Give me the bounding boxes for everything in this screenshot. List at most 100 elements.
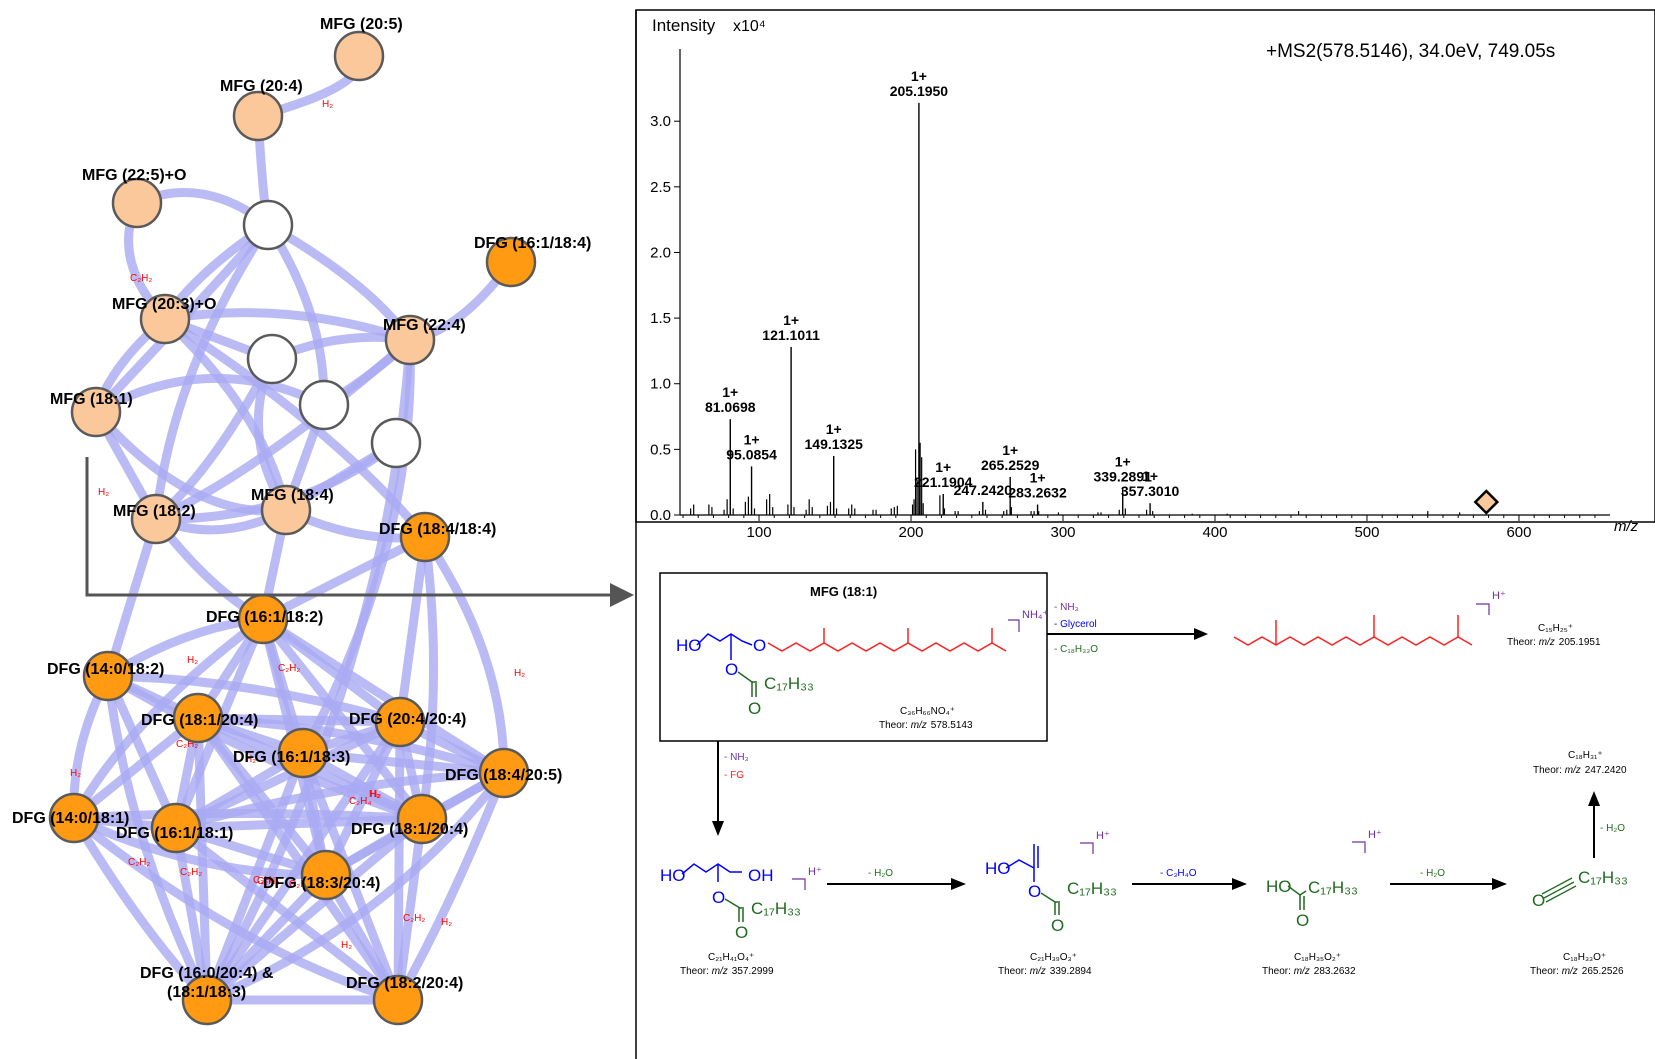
- arrow-265-247-head: [1588, 791, 1600, 806]
- ion265-theor-mz: m/z: [1562, 966, 1578, 977]
- ion205-theor: Theor: m/z 205.1951: [1507, 637, 1601, 648]
- ion265-theor: Theor: m/z 265.2526: [1530, 966, 1624, 977]
- network-node: [260, 484, 312, 536]
- edge-label: H₂: [322, 99, 333, 110]
- edge-label: H₂: [98, 487, 109, 498]
- peak-mz-label: 221.1904: [914, 474, 973, 490]
- ion339-ho: HO: [985, 859, 1011, 878]
- network-node: [372, 974, 424, 1026]
- ion357-bracket: [792, 878, 806, 890]
- network-node: [232, 90, 284, 142]
- precursor-marker: [1473, 489, 1500, 515]
- network-edge-labels: H₂C₂H₂H₂H₂C₂H₂C₂H₂H₂C₂H₄H₂H₂C₂H₂C₂H₂C₂H₂…: [70, 99, 525, 951]
- network-node-label: MFG (20:4): [220, 78, 303, 95]
- arrow-down-head: [712, 821, 724, 836]
- edge-label: H₂: [341, 940, 352, 951]
- loss-h2o-c: - H₂O: [1600, 823, 1625, 834]
- edge-label: H₂: [369, 789, 380, 800]
- ion265-triple-3: [1545, 885, 1577, 903]
- loss-nh3-a: - NH₃: [1054, 602, 1079, 613]
- network-edge: [71, 814, 400, 1005]
- ion357-theor-prefix: Theor:: [680, 966, 712, 977]
- network-node-label: DFG (18:1/20:4): [351, 821, 468, 838]
- edge-label: C₂H₂: [130, 273, 152, 284]
- precursor-name: MFG (18:1): [810, 584, 877, 599]
- y-tick-label: 0.5: [650, 441, 671, 458]
- precursor-formula: C₃₆H₆₆NO₄⁺: [900, 706, 955, 717]
- ion205-bracket: [1476, 603, 1490, 615]
- network-node: [298, 379, 350, 431]
- ion339-ester: [1040, 892, 1060, 903]
- arrow-to-205-head: [1194, 628, 1208, 640]
- peak-charge-label: 1+: [722, 384, 738, 400]
- ion339-charge: H⁺: [1096, 830, 1110, 842]
- y-tick-label: 0.0: [650, 507, 671, 524]
- ion339-acyl: C₁₇H₃₃: [1067, 879, 1117, 898]
- arrow-357-339-head: [951, 878, 966, 890]
- ion247-theor: Theor: m/z 247.2420: [1533, 765, 1627, 776]
- network-node-label: MFG (20:3)+O: [112, 296, 216, 313]
- network-edge: [205, 770, 508, 1005]
- ion339-o: O: [1028, 882, 1041, 901]
- spectrum-peak-labels: 1+205.19501+121.10111+81.06981+95.08541+…: [705, 68, 1180, 501]
- arrow-339-283-head: [1232, 878, 1247, 890]
- ion283-carbonyl-o: O: [1296, 911, 1309, 930]
- molecular-network: H₂C₂H₂H₂H₂C₂H₂C₂H₂H₂C₂H₄H₂H₂C₂H₂C₂H₂C₂H₂…: [12, 16, 591, 1026]
- ion265-o: O: [1532, 891, 1545, 910]
- spectrum-peaks: [690, 102, 1461, 515]
- ion283-acyl: C₁₇H₃₃: [1308, 878, 1358, 897]
- peak-charge-label: 1+: [1115, 454, 1131, 470]
- ion265-triple-2: [1541, 877, 1573, 895]
- ion339-backbone: [1005, 859, 1035, 869]
- ion205-chain: [1233, 636, 1473, 646]
- network-node-label: MFG (22:5)+O: [82, 167, 186, 184]
- ion247-theor-prefix: Theor:: [1533, 765, 1565, 776]
- precursor-isoprenoid-chain: [767, 642, 1007, 652]
- network-node: [478, 747, 530, 799]
- network-edge: [394, 771, 509, 1003]
- ion283-ho: HO: [1266, 877, 1292, 896]
- edge-label: C₂H₂: [176, 739, 198, 750]
- network-edge: [103, 675, 212, 1002]
- network-node-label: DFG (14:0/18:1): [12, 810, 129, 827]
- ion357-charge: H⁺: [808, 866, 822, 878]
- ion339-theor-mz: m/z: [1030, 966, 1046, 977]
- ion283-charge: H⁺: [1368, 829, 1382, 841]
- precursor-theor-mz: m/z: [911, 720, 927, 731]
- network-node: [181, 974, 233, 1026]
- precursor-theor-value: 578.5143: [931, 720, 973, 731]
- network-node-label: DFG (16:0/20:4) &: [140, 965, 274, 982]
- network-node-label: DFG (20:4/20:4): [349, 711, 466, 728]
- network-edge: [151, 222, 272, 520]
- network-node: [399, 511, 451, 563]
- edge-label: C₂H₂: [128, 857, 150, 868]
- edge-label: H₂: [187, 655, 198, 666]
- precursor-theor: Theor: m/z 578.5143: [879, 720, 973, 731]
- network-node-label: MFG (18:2): [113, 503, 196, 520]
- loss-glycerol: - Glycerol: [1054, 619, 1097, 630]
- network-node: [150, 802, 202, 854]
- edge-label: H₂: [514, 668, 525, 679]
- scan-label: +MS2(578.5146), 34.0eV, 749.05s: [1266, 41, 1555, 62]
- network-edge: [395, 536, 430, 723]
- peak-mz-label: 81.0698: [705, 399, 756, 415]
- peak-charge-label: 1+: [935, 459, 951, 475]
- ion357-backbone: [681, 863, 742, 875]
- network-node: [172, 692, 224, 744]
- precursor-backbone: [696, 633, 753, 646]
- precursor-ho: HO: [676, 636, 702, 655]
- peak-mz-label: 95.0854: [726, 446, 777, 462]
- network-node: [374, 696, 426, 748]
- peak-mz-label: 205.1950: [890, 83, 949, 99]
- peak-charge-label: 1+: [744, 431, 760, 447]
- network-node-label: DFG (18:1/20:4): [141, 712, 258, 729]
- network-edge: [72, 813, 327, 880]
- precursor-theor-prefix: Theor:: [879, 720, 911, 731]
- precursor-box: [659, 572, 1048, 742]
- edge-label: H₂: [370, 789, 381, 800]
- y-tick-label: 2.0: [650, 244, 671, 261]
- network-node: [277, 727, 329, 779]
- link-arrow: [85, 457, 634, 607]
- ion357-theor: Theor: m/z 357.2999: [680, 966, 774, 977]
- precursor-acyl: C₁₇H₃₃: [764, 674, 814, 693]
